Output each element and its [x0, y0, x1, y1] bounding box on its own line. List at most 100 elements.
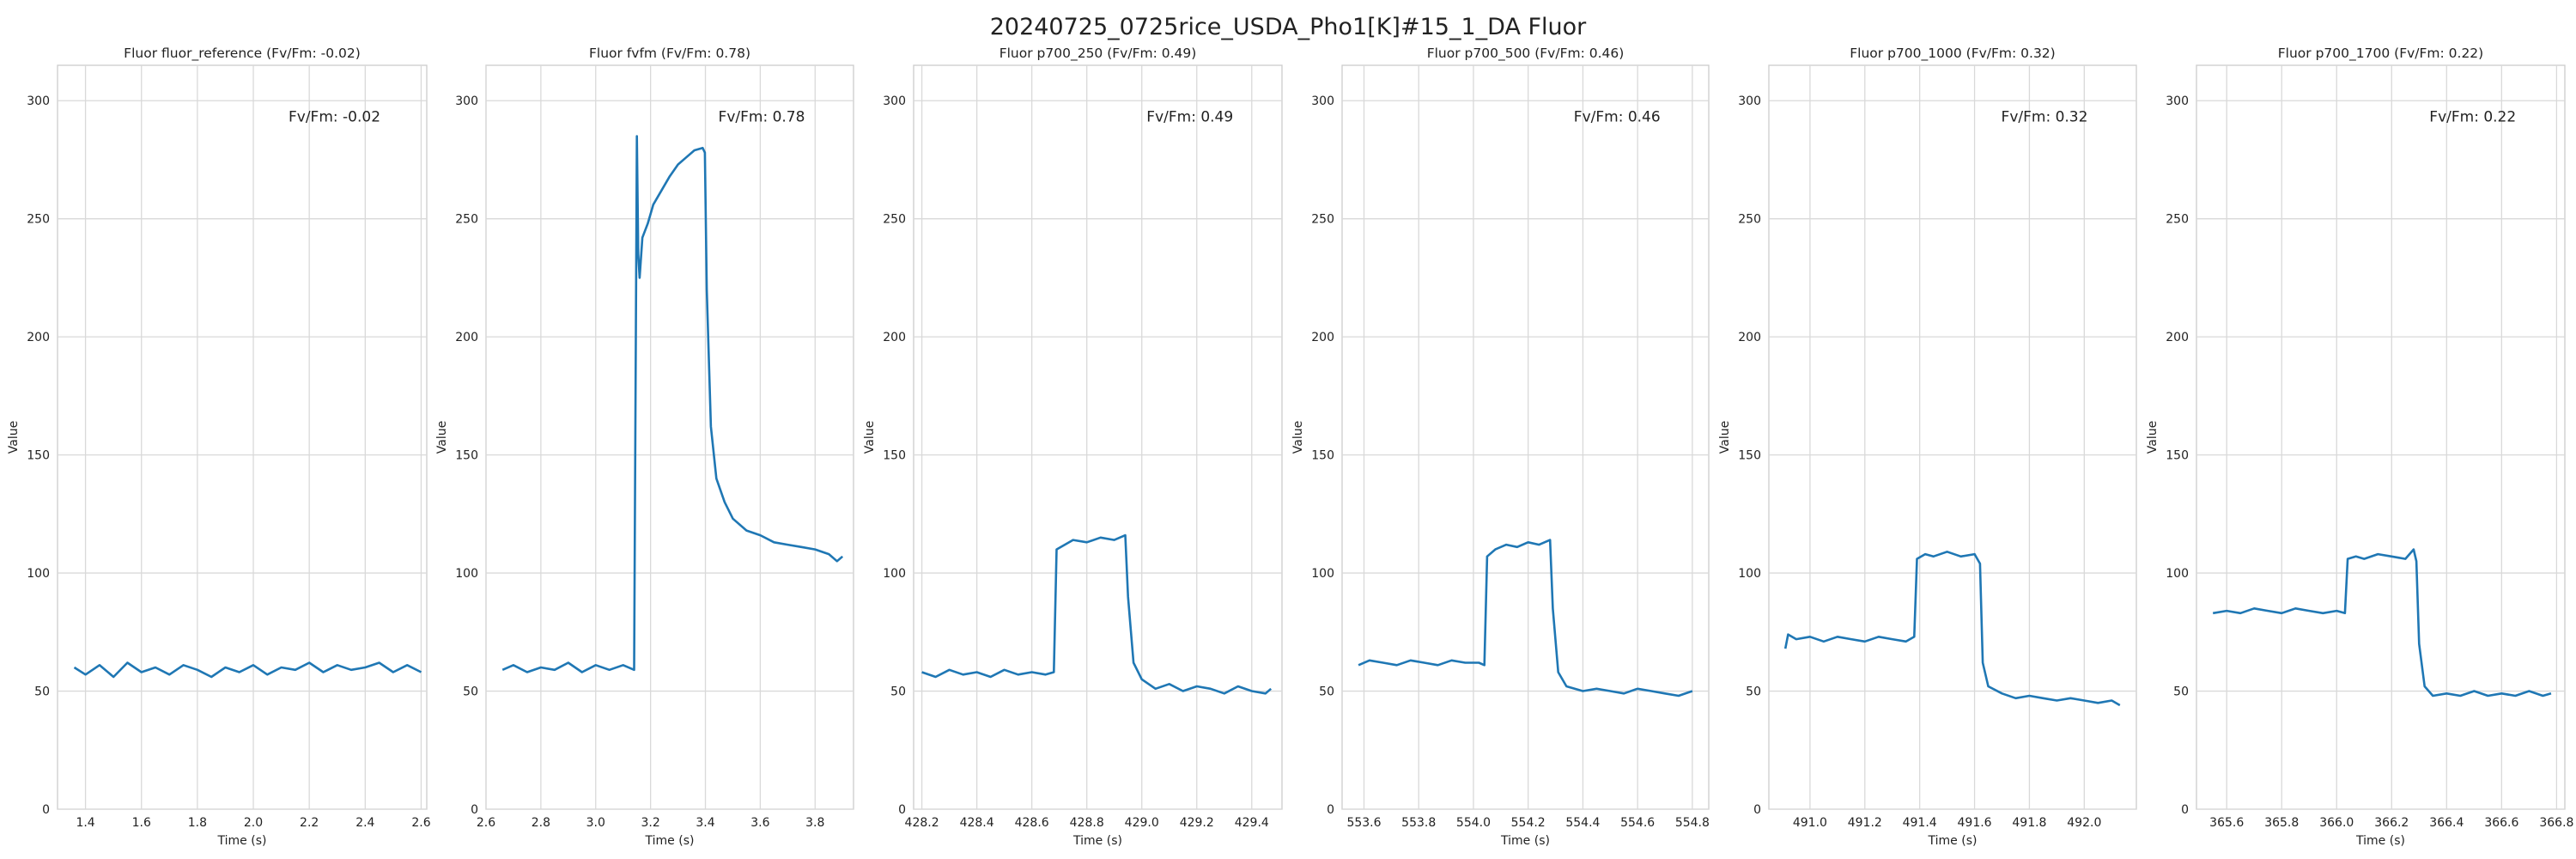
- y-tick-label: 300: [883, 94, 906, 108]
- y-tick-label: 150: [1311, 449, 1334, 463]
- y-tick-label: 50: [1746, 685, 1761, 699]
- y-axis-label: Value: [1291, 421, 1305, 454]
- subplot-4: 553.6 553.8 554.0 554.2 554.4 554.6 554.8 0 50 10…: [1291, 46, 1710, 848]
- x-tick-label: 2.2: [300, 816, 319, 830]
- x-tick-label: 428.4: [960, 816, 994, 830]
- y-tick-label: 250: [883, 213, 906, 227]
- subplot-1: 1.4 1.6 1.8 2.0 2.2 2.4 2.6 0 50 100 150 200 250 300 F…: [7, 46, 431, 848]
- y-tick-label: 200: [2166, 331, 2189, 344]
- y-axis-label: Value: [863, 421, 877, 454]
- x-tick-label: 554.8: [1675, 816, 1710, 830]
- x-axis-label: Time (s): [1928, 834, 1978, 848]
- subplot-title: Fluor fvfm (Fv/Fm: 0.78): [589, 46, 750, 61]
- y-tick-label: 300: [455, 94, 478, 108]
- plot-area: [913, 64, 1283, 810]
- y-tick-label: 50: [34, 685, 50, 699]
- series-line: [73, 661, 422, 679]
- fvfm-annotation: Fv/Fm: 0.78: [719, 108, 805, 125]
- x-tick-label: 492.0: [2067, 816, 2101, 830]
- x-axis-label: Time (s): [217, 834, 267, 848]
- y-tick-label: 150: [2166, 449, 2189, 463]
- y-tick-label: 150: [27, 449, 50, 463]
- y-tick-label: 0: [898, 803, 906, 817]
- x-tick-label: 3.4: [696, 816, 714, 830]
- series-line: [1358, 539, 1693, 698]
- x-axis-label: Time (s): [645, 834, 695, 848]
- y-tick-label: 50: [1319, 685, 1334, 699]
- x-tick-label: 1.8: [188, 816, 207, 830]
- y-tick-label: 300: [27, 94, 50, 108]
- y-tick-label: 250: [27, 213, 50, 227]
- subplot-title: Fluor p700_1700 (Fv/Fm: 0.22): [2278, 46, 2483, 62]
- x-tick-label: 3.0: [586, 816, 605, 830]
- x-tick-label: 491.2: [1848, 816, 1882, 830]
- y-tick-label: 200: [883, 331, 906, 344]
- x-tick-label: 3.6: [750, 816, 769, 830]
- y-tick-label: 50: [463, 685, 478, 699]
- fvfm-annotation: Fv/Fm: 0.32: [2002, 108, 2088, 125]
- y-tick-label: 300: [1738, 94, 1761, 108]
- series-line: [2212, 548, 2552, 698]
- x-tick-label: 428.8: [1070, 816, 1104, 830]
- y-tick-label: 250: [1738, 213, 1761, 227]
- fvfm-annotation: Fv/Fm: 0.49: [1146, 108, 1233, 125]
- plot-area: [57, 64, 428, 810]
- x-tick-label: 366.2: [2374, 816, 2409, 830]
- x-tick-label: 491.0: [1793, 816, 1827, 830]
- fvfm-annotation: Fv/Fm: 0.22: [2429, 108, 2516, 125]
- y-tick-label: 100: [1738, 567, 1761, 581]
- x-tick-label: 428.2: [905, 816, 939, 830]
- y-tick-label: 250: [2166, 213, 2189, 227]
- subplot-title: Fluor p700_500 (Fv/Fm: 0.46): [1427, 46, 1625, 62]
- x-tick-label: 1.4: [76, 816, 94, 830]
- plot-area: [2196, 64, 2566, 810]
- series-line: [1783, 551, 2121, 707]
- y-tick-label: 300: [2166, 94, 2189, 108]
- subplot-6: 365.6 365.8 366.0 366.2 366.4 366.6 366.8 0 50 10…: [2146, 46, 2573, 848]
- plot-area: [485, 64, 854, 810]
- x-tick-label: 429.0: [1125, 816, 1159, 830]
- y-tick-label: 100: [27, 567, 50, 581]
- fvfm-annotation: Fv/Fm: 0.46: [1574, 108, 1661, 125]
- subplot-2: 2.6 2.8 3.0 3.2 3.4 3.6 3.8 0 50 100 150 200 250 300 F…: [435, 46, 854, 848]
- y-axis-label: Value: [435, 421, 449, 454]
- x-tick-label: 553.6: [1346, 816, 1381, 830]
- plot-area: [1768, 64, 2137, 810]
- x-tick-label: 3.2: [641, 816, 660, 830]
- x-tick-label: 554.0: [1456, 816, 1491, 830]
- y-tick-label: 100: [883, 567, 906, 581]
- y-tick-label: 200: [1738, 331, 1761, 344]
- x-tick-label: 2.8: [532, 816, 550, 830]
- y-tick-label: 150: [455, 449, 478, 463]
- y-axis-label: Value: [2146, 421, 2160, 454]
- series-line: [921, 533, 1273, 695]
- x-tick-label: 491.4: [1903, 816, 1937, 830]
- plot-area: [1341, 64, 1710, 810]
- x-tick-label: 365.6: [2209, 816, 2244, 830]
- fvfm-annotation: Fv/Fm: -0.02: [289, 108, 380, 125]
- x-axis-label: Time (s): [2355, 834, 2405, 848]
- subplot-panels: 1.4 1.6 1.8 2.0 2.2 2.4 2.6050100150200250300F…: [7, 46, 2573, 848]
- x-tick-label: 365.8: [2264, 816, 2299, 830]
- y-tick-label: 0: [1753, 803, 1761, 817]
- x-tick-label: 429.4: [1235, 816, 1269, 830]
- y-tick-label: 150: [883, 449, 906, 463]
- y-tick-label: 0: [1327, 803, 1334, 817]
- y-tick-label: 200: [455, 331, 478, 344]
- y-tick-label: 50: [2173, 685, 2189, 699]
- x-tick-label: 429.2: [1180, 816, 1214, 830]
- x-axis-label: Time (s): [1072, 834, 1122, 848]
- subplot-title: Fluor p700_1000 (Fv/Fm: 0.32): [1850, 46, 2055, 62]
- y-tick-label: 0: [42, 803, 50, 817]
- x-tick-label: 491.6: [1958, 816, 1992, 830]
- subplot-5: 491.0 491.2 491.4 491.6 491.8 492.0 0 50 100 150 2…: [1718, 46, 2137, 848]
- x-tick-label: 2.6: [411, 816, 430, 830]
- y-tick-label: 200: [1311, 331, 1334, 344]
- x-tick-label: 554.4: [1565, 816, 1600, 830]
- x-axis-label: Time (s): [1500, 834, 1550, 848]
- subplot-title: Fluor p700_250 (Fv/Fm: 0.49): [999, 46, 1197, 62]
- y-tick-label: 0: [2181, 803, 2189, 817]
- x-tick-label: 366.4: [2429, 816, 2464, 830]
- x-tick-label: 554.6: [1620, 816, 1655, 830]
